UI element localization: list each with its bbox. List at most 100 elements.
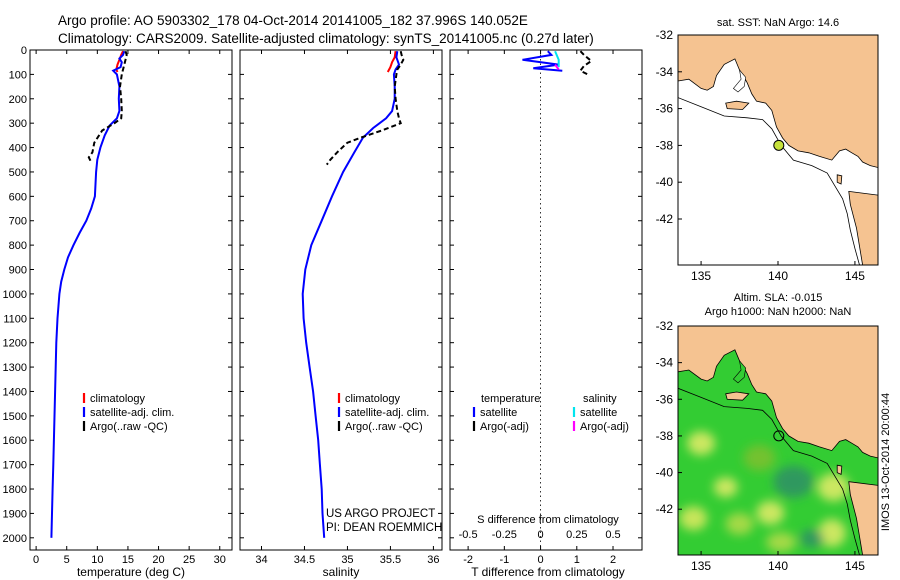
pi-annotation: PI: DEAN ROEMMICH [326,522,442,534]
sla-anomaly-blob [679,506,708,531]
sla-map-ytick-label: -40 [656,466,674,480]
salinity-axis-label: salinity [323,565,360,579]
sla-map-ytick-label: -36 [656,392,674,406]
difference-series-t-argo-adj- [578,50,593,76]
s-legend-satellite-label: satellite-adj. clim. [345,407,429,419]
depth-tick-label: 800 [9,240,27,252]
sla-map-ytick-label: -32 [656,319,674,333]
sla-anomaly-blob [799,529,824,548]
sst-map-ytick-label: -32 [656,28,674,42]
sla-map-land [725,391,750,401]
salinity-series-satellite-adj-clim- [301,51,401,538]
depth-tick-label: 1700 [3,460,27,472]
salinity-axes-box [239,49,443,551]
temperature-axis-label: temperature (deg C) [77,565,185,579]
profile-title: Argo profile: AO 5903302_178 04-Oct-2014… [58,13,528,28]
sla-map-title: Altim. SLA: -0.015 [734,292,823,304]
project-annotation: US ARGO PROJECT [326,508,435,520]
difference-xtick-label: 0 [538,554,544,566]
sla-map-isobath [678,387,860,555]
t-difference-axis-label: T difference from climatology [471,565,625,579]
t-legend-climatology-label: climatology [90,393,146,405]
depth-tick-label: 0 [21,45,27,57]
sst-map-xtick-label: 140 [768,269,788,283]
depth-tick-label: 1000 [3,289,27,301]
sla-anomaly-blob [817,519,846,548]
s-legend-climatology-label: climatology [345,393,401,405]
depth-tick-label: 1200 [3,338,27,350]
sla-anomaly-blob [766,532,797,553]
diff-legend-t-satellite-label: satellite [480,407,517,419]
sla-map-land [678,326,878,459]
depth-tick-label: 400 [9,143,27,155]
sst-map-ytick-label: -42 [656,212,674,226]
sst-map-xtick-label: 145 [845,269,865,283]
sla-map-argo-marker [773,430,785,442]
difference-plot-area [522,50,593,76]
depth-tick-label: 200 [9,94,27,106]
s-diff-tick-label: -0.25 [492,529,517,541]
s-diff-tick-label: 0.5 [605,529,620,541]
depth-tick-label: 1300 [3,362,27,374]
depth-tick-label: 1500 [3,411,27,423]
t-legend-satellite-label: satellite-adj. clim. [90,407,174,419]
climatology-subtitle: Climatology: CARS2009. Satellite-adjuste… [58,31,594,46]
temperature-xtick-label: 5 [64,554,70,566]
salinity-xtick-label: 35 [341,554,353,566]
depth-tick-label: 900 [9,265,27,277]
difference-xtick-label: 2 [610,554,616,566]
diff-legend-salinity-title: salinity [583,393,617,405]
t-legend-argo-label: Argo(..raw -QC) [90,421,168,433]
sla-map-xtick-label: 140 [768,559,788,573]
salinity-xtick-label: 34 [255,554,267,566]
sla-anomaly-blob [713,477,738,498]
sst-map-land [848,190,878,265]
sla-anomaly-blob [743,444,776,471]
sla-map-xtick-label: 135 [691,559,711,573]
sst-map-land [678,35,878,168]
salinity-series-climatology [386,51,397,73]
sla-map-ytick-label: -34 [656,356,674,370]
sla-map-xtick-label: 145 [845,559,865,573]
sst-map-title: sat. SST: NaN Argo: 14.6 [717,17,839,29]
difference-axes-box [449,49,643,551]
temperature-axes-box [29,49,233,551]
sst-map-ytick-label: -38 [656,138,674,152]
temperature-plot-area [50,50,128,538]
sla-map-ytick-label: -42 [656,502,674,516]
sst-map-argo-marker [773,139,785,151]
sla-map-subtitle: Argo h1000: NaN h2000: NaN [705,306,852,318]
difference-xtick-label: 1 [574,554,580,566]
imos-timestamp-label: IMOS 13-Oct-2014 20:00:44 [880,393,892,531]
sla-anomaly-blob [817,473,850,502]
difference-series-s-satellite [554,50,560,68]
depth-tick-label: 600 [9,191,27,203]
sla-anomaly-blob [687,431,716,456]
sst-map-area [678,35,878,265]
salinity-plot-area [301,50,405,538]
temperature-xtick-label: 15 [122,554,134,566]
sst-map-ytick-label: -40 [656,175,674,189]
depth-tick-label: 1600 [3,435,27,447]
depth-tick-label: 100 [9,69,27,81]
salinity-series-argo-raw-qc- [325,50,405,166]
depth-tick-label: 500 [9,167,27,179]
difference-series-s-argo-adj- [554,64,560,71]
s-diff-tick-label: 0 [538,529,544,541]
sla-map-land [848,481,878,555]
sst-map-isobath [678,97,860,265]
sst-map-xtick-label: 135 [691,269,711,283]
sst-map-gulf [732,68,747,93]
sst-map-ytick-label: -34 [656,65,674,79]
sla-anomaly-blob [773,465,814,498]
sst-map-land [725,100,750,110]
sst-map-land [836,174,843,185]
depth-tick-label: 1900 [3,508,27,520]
s-diff-tick-label: 0.25 [566,529,587,541]
s-legend-argo-label: Argo(..raw -QC) [345,421,423,433]
sla-anomaly-field [679,431,850,553]
diff-legend-temperature-title: temperature [481,393,540,405]
sla-map-gulf [732,359,747,384]
sla-map-ytick-label: -38 [656,429,674,443]
temperature-xtick-label: 0 [33,554,39,566]
